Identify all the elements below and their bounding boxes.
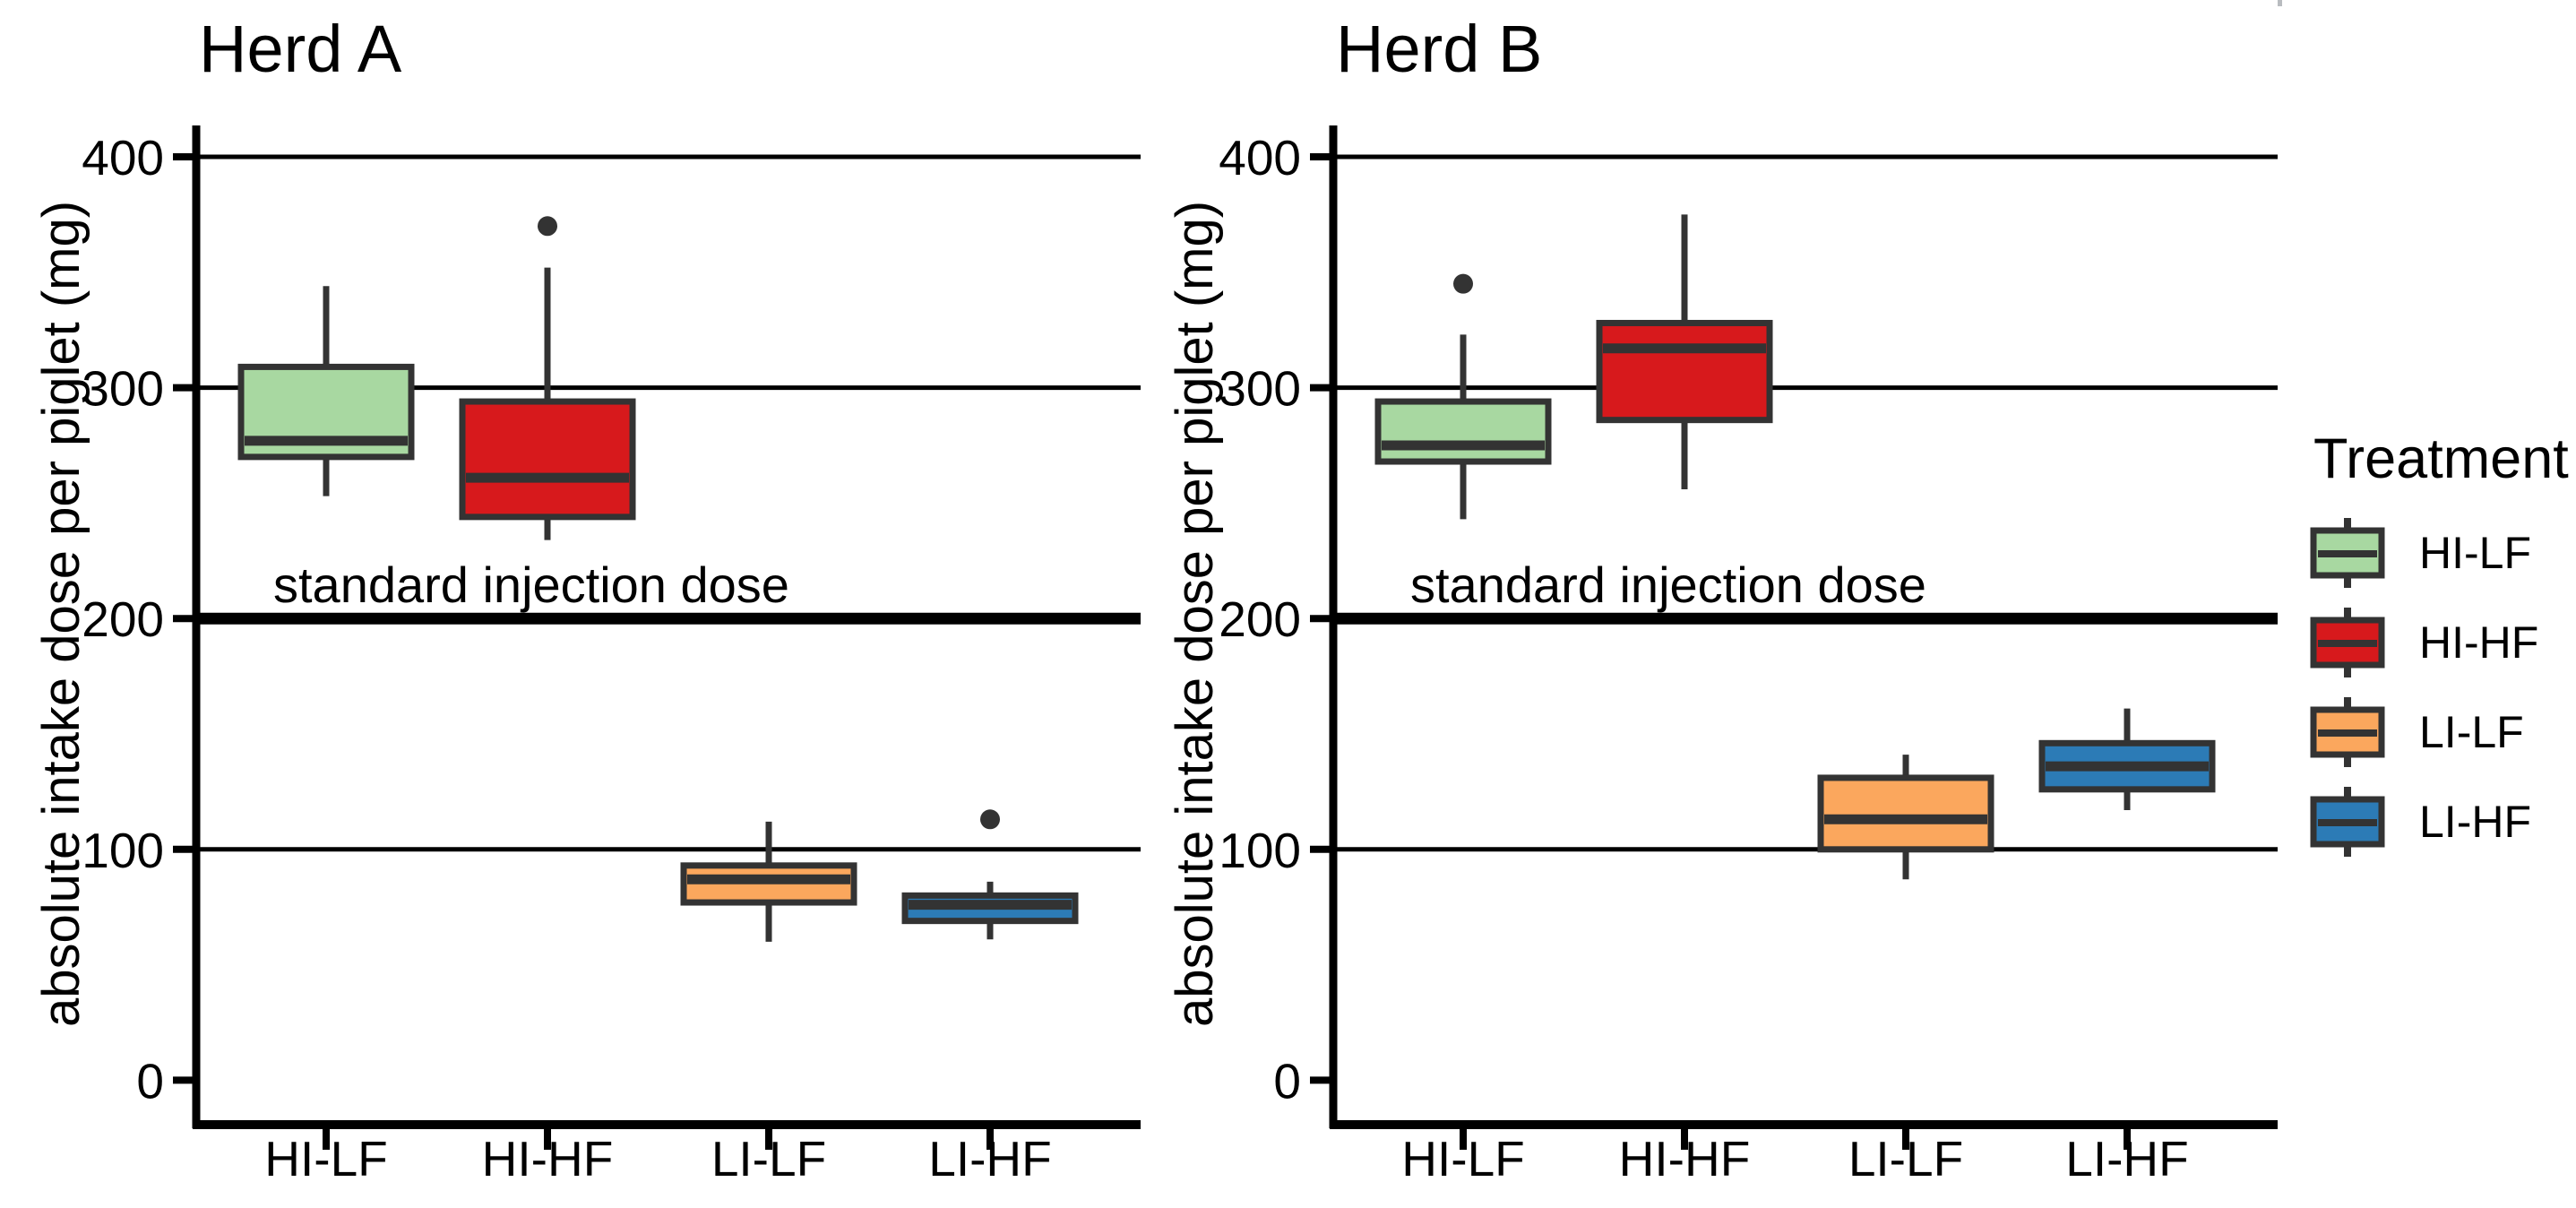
legend-key-boxplot-icon [2310,518,2385,588]
legend-key-boxplot-icon [2310,608,2385,677]
y-tick-label-200: 200 [1219,591,1301,647]
x-tick-label-hi-lf: HI-LF [1401,1131,1525,1186]
box-hi-lf [1374,398,1552,465]
y-tick-label-400: 400 [82,130,164,186]
x-tick-label-li-lf: LI-LF [711,1131,826,1186]
box-hi-hf [459,398,636,521]
y-tick-label-300: 300 [82,361,164,417]
x-tick-label-li-hf: LI-HF [2065,1131,2189,1186]
legend: Treatment HI-LF HI-HF [2310,427,2569,857]
panel-title-herd-b: Herd B [1336,12,1542,86]
annotation-standard-dose-herd-b: standard injection dose [1410,557,1926,613]
y-axis-title-herd-a: absolute intake dose per piglet (mg) [32,201,90,1027]
legend-item-label: HI-HF [2419,617,2538,668]
legend-item: HI-HF [2310,608,2538,677]
y-tick-label-400: 400 [1219,130,1301,186]
y-tick-label-100: 100 [1219,823,1301,878]
box-hi-hf [1596,319,1773,424]
y-tick-label-200: 200 [82,591,164,647]
annotation-standard-dose-herd-a: standard injection dose [273,557,789,613]
y-tick-label-0: 0 [136,1053,164,1109]
legend-item-label: LI-HF [2419,797,2531,847]
legend-item: LI-HF [2310,787,2531,857]
panel-herd-b: 0 100 200 300 400 HI-LF HI-HF LI-LF LI-HF [1219,125,2278,1186]
outlier-point-hi-lf [1453,273,1473,294]
legend-item-label: HI-LF [2419,528,2531,578]
x-tick-label-hi-lf: HI-LF [264,1131,388,1186]
x-tick-label-hi-hf: HI-HF [1619,1131,1751,1186]
outlier-point-hi-hf [538,216,557,237]
legend-item: LI-LF [2310,697,2524,767]
y-axis-title-herd-b: absolute intake dose per piglet (mg) [1166,201,1224,1027]
legend-item: HI-LF [2310,518,2531,588]
legend-item-label: LI-LF [2419,707,2524,757]
stray-mark [2278,0,2282,6]
y-tick-label-0: 0 [1273,1053,1301,1109]
legend-key-boxplot-icon [2310,697,2385,767]
x-tick-label-li-lf: LI-LF [1848,1131,1963,1186]
y-tick-label-100: 100 [82,823,164,878]
panel-herd-a: 0 100 200 300 400 HI-LF HI-HF LI-LF LI-HF [82,125,1141,1186]
x-tick-label-li-hf: LI-HF [928,1131,1052,1186]
outlier-point-li-hf [980,809,1000,830]
legend-title: Treatment [2313,427,2569,490]
y-tick-label-300: 300 [1219,361,1301,417]
box-li-lf [1817,774,1994,853]
x-tick-label-hi-hf: HI-HF [482,1131,614,1186]
legend-key-boxplot-icon [2310,787,2385,857]
panel-title-herd-a: Herd A [199,12,402,86]
